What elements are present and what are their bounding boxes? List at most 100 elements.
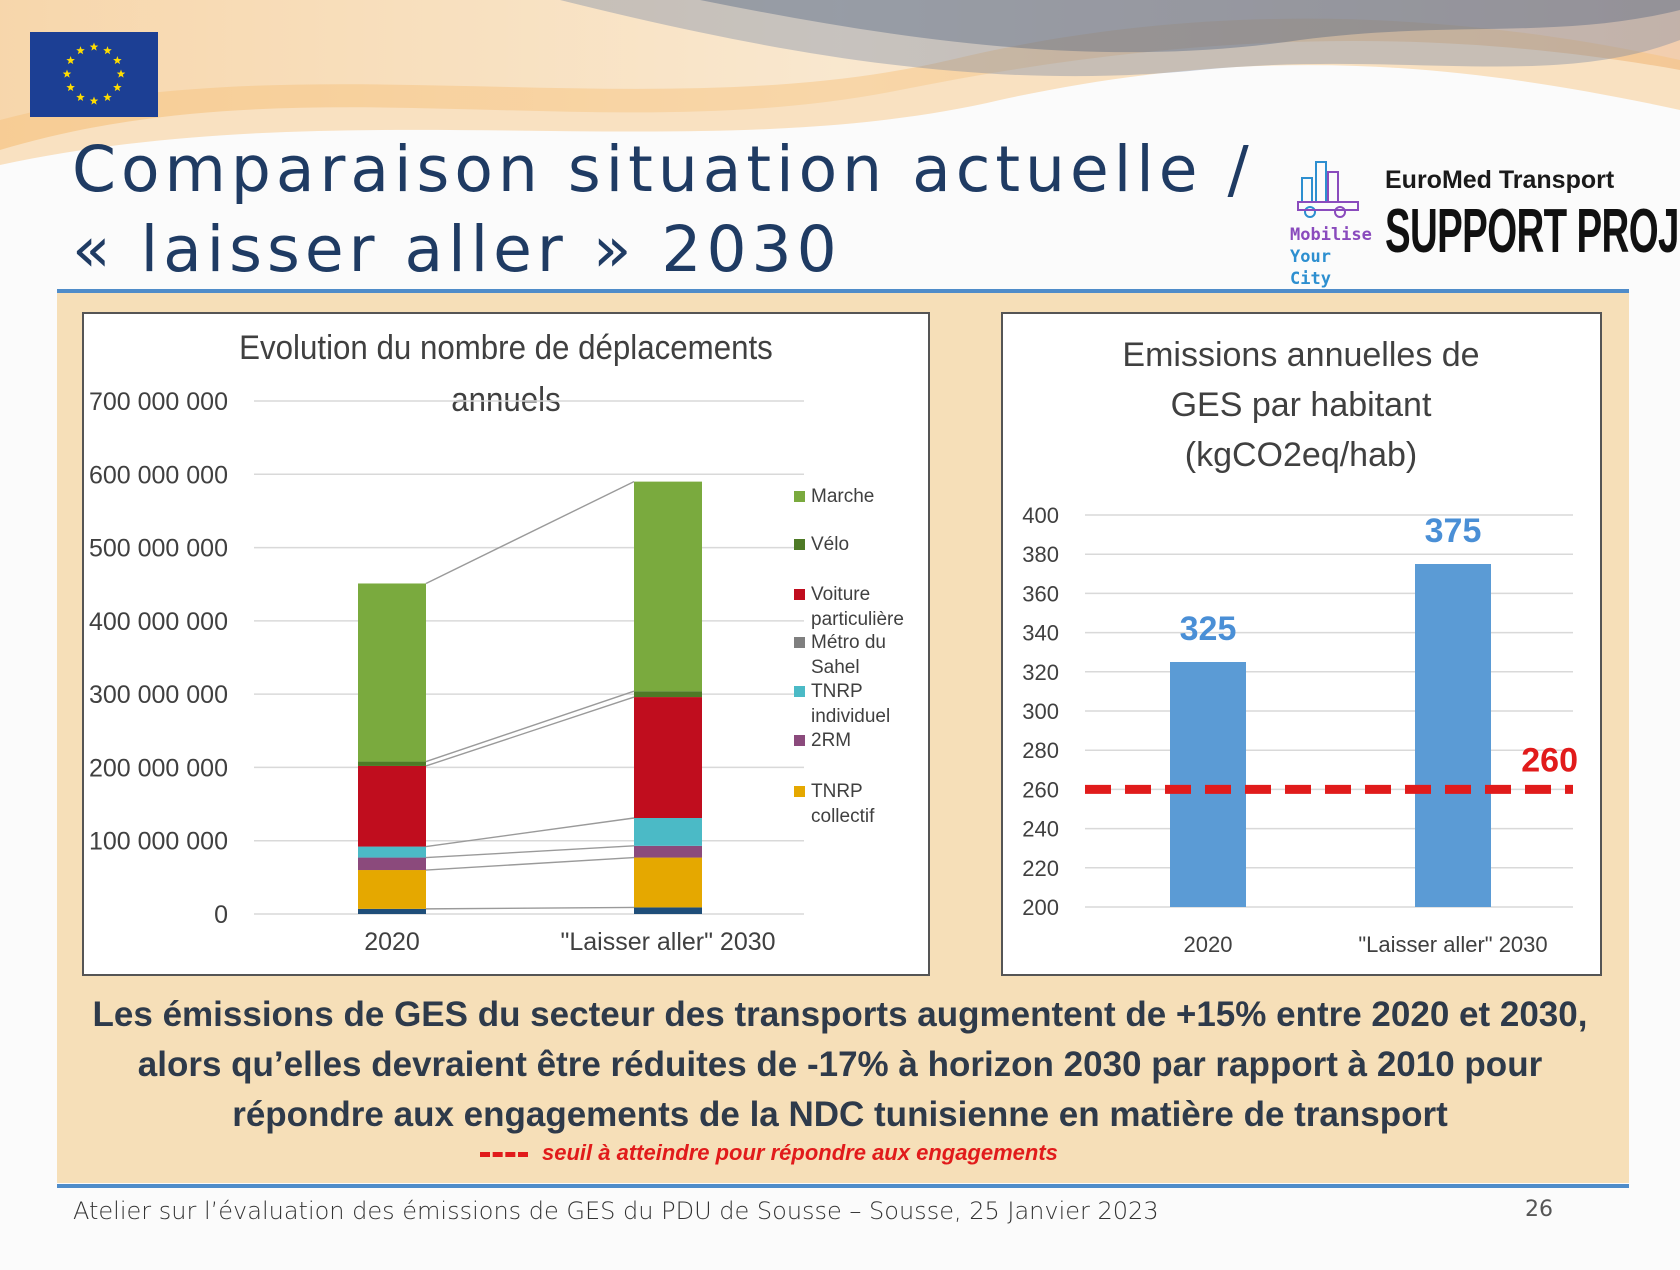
legend-label: collectif (811, 806, 875, 827)
y-tick-label: 100 000 000 (89, 828, 228, 856)
chart-title-line: (kgCO2eq/hab) (1185, 436, 1417, 474)
eu-star-icon (66, 56, 75, 65)
legend-label: Voiture (811, 584, 870, 605)
legend-label: Sahel (811, 657, 860, 678)
y-tick-label: 260 (1022, 777, 1059, 802)
legend-label: Vélo (811, 534, 849, 555)
bar-segment (358, 583, 426, 762)
y-tick-label: 200 000 000 (89, 754, 228, 782)
bar-segment (634, 857, 702, 908)
bar-segment (358, 908, 426, 914)
bar-segment (634, 691, 702, 698)
y-tick-label: 200 (1022, 895, 1059, 920)
eu-star-icon (76, 92, 85, 102)
series-connector-line (425, 690, 635, 763)
y-tick-label: 360 (1022, 581, 1059, 606)
legend-label: individuel (811, 706, 890, 727)
eu-star-icon (89, 42, 99, 51)
bar-value-label: 325 (1180, 610, 1237, 648)
series-connector-line (425, 845, 635, 859)
y-tick-label: 280 (1022, 738, 1059, 763)
bar-value-label: 375 (1425, 512, 1482, 550)
bar (1170, 662, 1246, 907)
eu-star-icon (113, 83, 122, 92)
x-tick-label: 2020 (1184, 932, 1233, 957)
y-tick-label: 380 (1022, 542, 1059, 567)
bar (1415, 564, 1491, 907)
legend-label: TNRP (811, 781, 863, 802)
legend-swatch (794, 539, 805, 550)
logo-your-city: Your City (1290, 247, 1331, 289)
series-connector-line (425, 856, 635, 871)
series-connector-line (425, 696, 635, 767)
mobilise-your-city-logo (1297, 161, 1359, 218)
trips-stacked-bar-chart: Evolution du nombre de déplacements annue… (89, 328, 904, 956)
eu-star-icon (76, 46, 85, 55)
bar-segment (358, 765, 426, 847)
bar-segment (634, 481, 702, 692)
legend-swatch (794, 686, 805, 697)
legend-label: particulière (811, 609, 904, 630)
chart-title-line: annuels (451, 380, 561, 419)
mobilise-your-city-text: Mobilise Your City (1290, 224, 1380, 290)
legend-swatch (794, 491, 805, 502)
threshold-dash-icon (480, 1151, 528, 1157)
emissions-bar-chart: Emissions annuelles de GES par habitant (k… (1022, 336, 1578, 957)
eu-flag-logo (30, 32, 158, 117)
threshold-label: 260 (1521, 741, 1578, 779)
legend-swatch (794, 589, 805, 600)
footer-rule (57, 1184, 1629, 1188)
y-tick-label: 240 (1022, 817, 1059, 842)
legend-swatch (794, 637, 805, 648)
series-connector-line (425, 817, 635, 848)
logo-mobilise: Mobilise (1290, 225, 1372, 245)
y-tick-label: 220 (1022, 856, 1059, 881)
header-decoration (0, 0, 1680, 165)
legend-swatch (794, 735, 805, 746)
legend-label: Métro du (811, 632, 886, 653)
y-tick-label: 0 (214, 901, 228, 929)
eu-star-icon (116, 69, 126, 78)
y-tick-label: 500 000 000 (89, 535, 228, 563)
x-tick-label: "Laisser aller" 2030 (1358, 932, 1547, 957)
series-connector-line (425, 906, 635, 910)
eu-star-icon (62, 69, 72, 78)
bar-segment (634, 697, 702, 818)
x-tick-label: "Laisser aller" 2030 (560, 928, 775, 956)
y-tick-label: 600 000 000 (89, 461, 228, 489)
euromed-logo-top: EuroMed Transport (1385, 166, 1615, 194)
y-tick-label: 320 (1022, 660, 1059, 685)
summary-text: Les émissions de GES du secteur des tran… (92, 995, 1588, 1134)
eu-star-icon (103, 46, 112, 55)
y-tick-label: 340 (1022, 621, 1059, 646)
trips-chart-frame: Evolution du nombre de déplacements annue… (82, 312, 930, 976)
bar-segment (358, 846, 426, 858)
threshold-legend: seuil à atteindre pour répondre aux enga… (480, 1140, 1058, 1166)
emissions-chart-frame: Emissions annuelles de GES par habitant (k… (1001, 312, 1602, 976)
bar-segment (634, 817, 702, 846)
eu-star-icon (89, 96, 99, 105)
legend-label: 2RM (811, 730, 851, 751)
y-tick-label: 300 (1022, 699, 1059, 724)
legend-label: TNRP (811, 681, 863, 702)
page-title: Comparaison situation actuelle / « laiss… (72, 133, 1254, 286)
eu-star-icon (66, 83, 75, 92)
eu-star-icon (103, 92, 112, 102)
legend-swatch (794, 786, 805, 797)
threshold-note-text: seuil à atteindre pour répondre aux enga… (542, 1140, 1058, 1165)
bar-segment (358, 761, 426, 766)
euromed-logo-bottom: SUPPORT PROJECT (1385, 197, 1680, 266)
bar-segment (634, 845, 702, 858)
y-tick-label: 700 000 000 (89, 388, 228, 416)
x-tick-label: 2020 (364, 928, 420, 956)
y-tick-label: 300 000 000 (89, 681, 228, 709)
y-tick-label: 400 (1022, 503, 1059, 528)
legend-label: Marche (811, 486, 874, 507)
chart-title-line: GES par habitant (1171, 386, 1432, 424)
series-connector-line (425, 480, 635, 585)
bar-segment (634, 907, 702, 914)
footer-text: Atelier sur l’évaluation des émissions d… (73, 1197, 1159, 1225)
y-tick-label: 400 000 000 (89, 608, 228, 636)
bar-segment (358, 857, 426, 871)
